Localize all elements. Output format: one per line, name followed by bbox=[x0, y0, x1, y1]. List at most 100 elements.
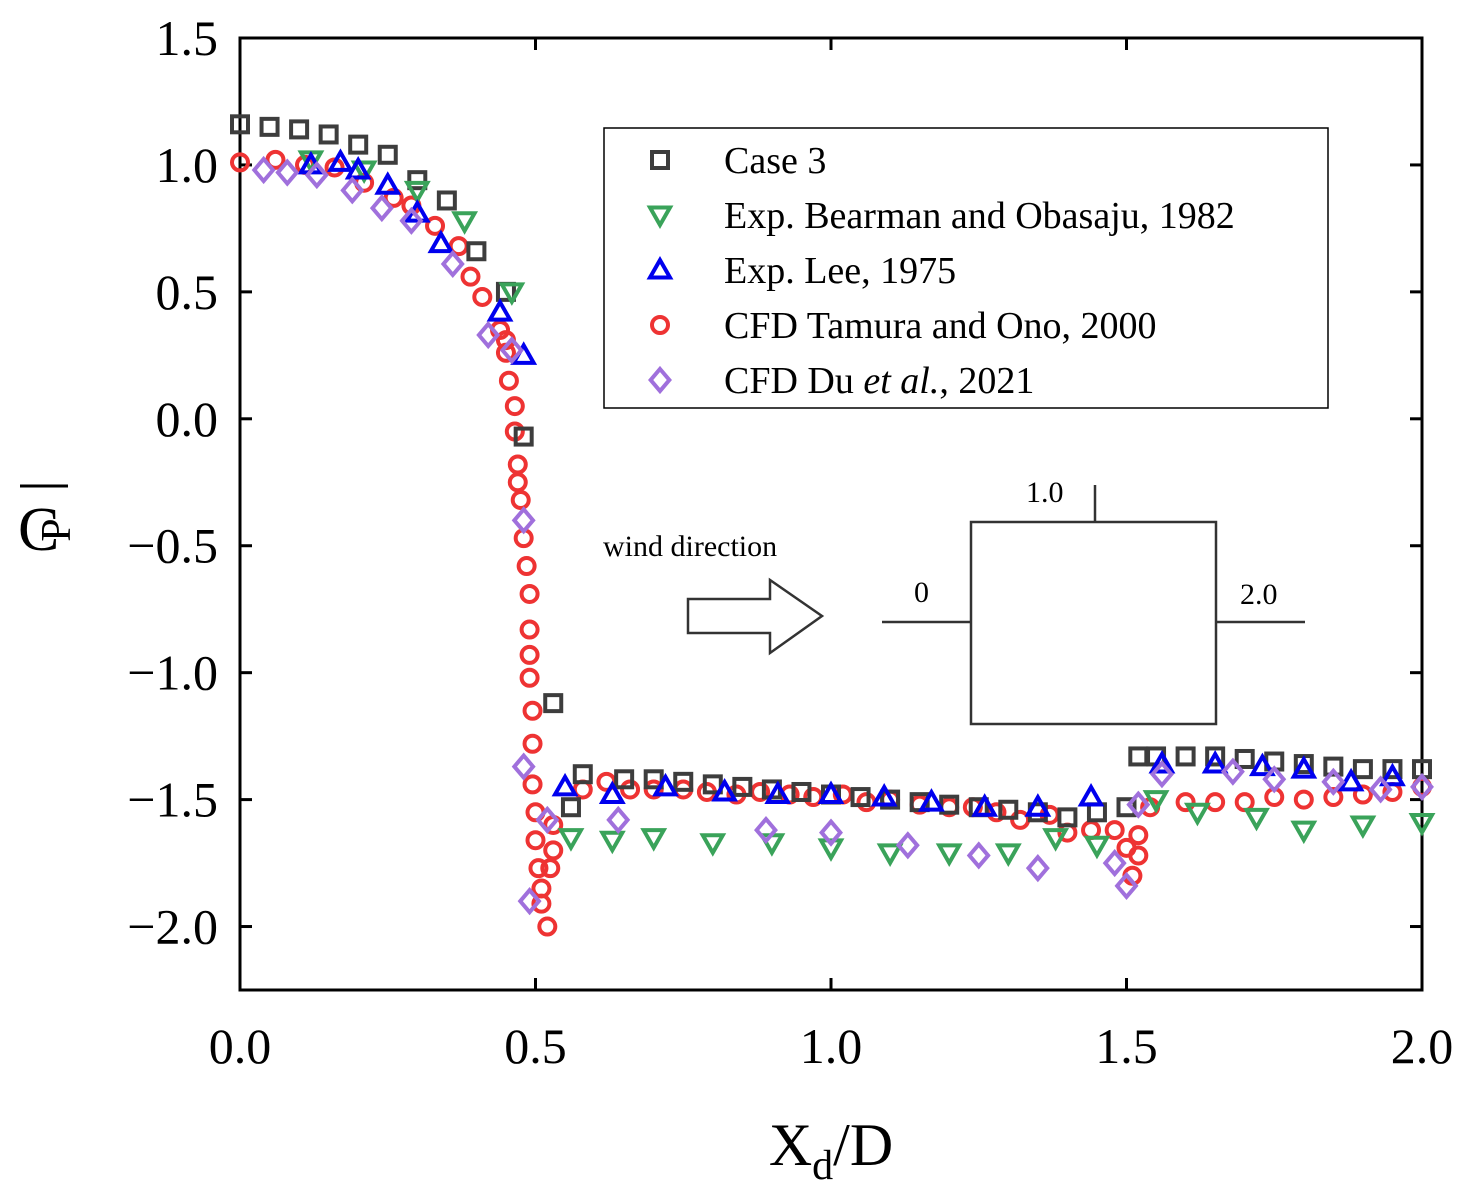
inset-schematic: wind direction 0 1.0 2.0 bbox=[603, 476, 1305, 726]
data-point bbox=[522, 774, 543, 795]
x-tick-label: 1.5 bbox=[1095, 1018, 1158, 1074]
data-point bbox=[614, 769, 635, 790]
data-point bbox=[1104, 820, 1125, 841]
y-tick-label: −2.0 bbox=[127, 899, 218, 955]
series-triangle-down bbox=[297, 150, 1436, 867]
x-axis-title-main: X bbox=[769, 1112, 812, 1178]
series-diamond bbox=[251, 155, 1434, 916]
data-point bbox=[535, 805, 560, 834]
data-point bbox=[259, 116, 280, 137]
data-point bbox=[1128, 845, 1149, 866]
legend-marker bbox=[646, 255, 674, 280]
inset-wind-label: wind direction bbox=[603, 530, 777, 563]
y-tick-label: −0.5 bbox=[127, 518, 218, 574]
data-point bbox=[1349, 815, 1377, 840]
data-point bbox=[1102, 848, 1127, 878]
y-tick-label: 1.0 bbox=[156, 137, 219, 193]
data-point bbox=[764, 780, 792, 805]
data-point bbox=[754, 815, 778, 845]
y-tick-label: 0.0 bbox=[156, 391, 219, 447]
data-point bbox=[732, 776, 753, 797]
x-tick-label: 0.5 bbox=[504, 1018, 567, 1074]
data-point bbox=[1290, 820, 1318, 845]
data-point bbox=[850, 787, 871, 808]
data-point bbox=[516, 556, 537, 577]
legend: Case 3 Exp. Bearman and Obasaju, 1982 Exp.… bbox=[603, 127, 1329, 409]
wind-arrow-icon bbox=[686, 577, 825, 656]
data-point bbox=[1126, 790, 1151, 819]
legend-marker bbox=[650, 315, 670, 335]
data-point bbox=[1379, 762, 1406, 787]
data-point bbox=[856, 792, 877, 813]
data-point bbox=[531, 893, 552, 914]
data-point bbox=[504, 396, 525, 417]
data-point bbox=[557, 828, 585, 852]
data-point bbox=[486, 298, 514, 322]
data-point bbox=[403, 180, 431, 205]
data-point bbox=[1262, 765, 1287, 794]
data-point bbox=[251, 155, 276, 185]
data-point bbox=[543, 840, 564, 861]
legend-label: Exp. Bearman and Obasaju, 1982 bbox=[724, 195, 1235, 237]
data-point bbox=[383, 187, 404, 208]
data-point bbox=[1293, 789, 1314, 810]
inset-start-label: 0 bbox=[914, 576, 929, 609]
data-point bbox=[425, 215, 446, 236]
data-point bbox=[1323, 756, 1344, 777]
series-triangle-up bbox=[297, 148, 1406, 817]
data-point bbox=[522, 700, 543, 721]
x-axis-title-tail: /D bbox=[833, 1112, 893, 1178]
data-point bbox=[1290, 755, 1318, 779]
data-point bbox=[1337, 767, 1365, 792]
data-point bbox=[1086, 802, 1107, 823]
data-point bbox=[374, 171, 402, 195]
data-point bbox=[640, 828, 668, 852]
data-point bbox=[1142, 790, 1170, 814]
data-point bbox=[1220, 757, 1245, 786]
y-axis-title-subscript: P bbox=[34, 518, 80, 541]
data-point bbox=[460, 266, 481, 287]
data-markers bbox=[230, 114, 1436, 937]
data-point bbox=[791, 781, 812, 802]
data-point bbox=[498, 370, 519, 391]
data-point bbox=[817, 838, 845, 862]
data-point bbox=[1408, 812, 1436, 837]
data-point bbox=[1183, 802, 1211, 827]
data-point bbox=[1114, 871, 1139, 901]
data-point bbox=[620, 779, 641, 800]
data-point bbox=[1081, 820, 1102, 841]
legend-marker bbox=[650, 150, 670, 170]
y-tick-label: 0.5 bbox=[156, 264, 219, 320]
data-point bbox=[1077, 783, 1105, 807]
data-point bbox=[1025, 854, 1050, 883]
data-point bbox=[1175, 792, 1196, 813]
y-tick-label: −1.5 bbox=[127, 772, 218, 828]
data-point bbox=[507, 454, 528, 475]
y-tick-label: 1.5 bbox=[156, 10, 219, 66]
data-point bbox=[327, 148, 354, 172]
data-point bbox=[265, 149, 286, 170]
y-axis-title-main: C bbox=[18, 496, 59, 564]
inset-end-label: 2.0 bbox=[1240, 578, 1278, 611]
axis-tick-labels: 0.0 0.5 1.0 1.5 2.0 1.5 1.0 0.5 0.0 −0.5 −1.0 −1.5 −… bbox=[127, 10, 1453, 1074]
data-point bbox=[436, 190, 457, 211]
data-point bbox=[440, 249, 465, 279]
data-point bbox=[498, 282, 526, 306]
legend-label: Exp. Lee, 1975 bbox=[724, 250, 956, 292]
data-point bbox=[1352, 759, 1373, 780]
data-point bbox=[522, 733, 543, 754]
data-point bbox=[344, 155, 372, 180]
data-point bbox=[1205, 792, 1226, 813]
data-point bbox=[711, 777, 739, 802]
data-point bbox=[643, 779, 664, 800]
legend-label: CFD Du et al., 2021 bbox=[724, 360, 1034, 402]
data-point bbox=[427, 229, 455, 254]
data-point bbox=[1410, 772, 1434, 801]
series-square bbox=[230, 114, 1432, 828]
data-point bbox=[673, 771, 694, 792]
inset-top-label: 1.0 bbox=[1026, 476, 1064, 509]
y-tick-label: −1.0 bbox=[127, 645, 218, 701]
data-point bbox=[407, 170, 428, 191]
data-point bbox=[1042, 828, 1070, 852]
